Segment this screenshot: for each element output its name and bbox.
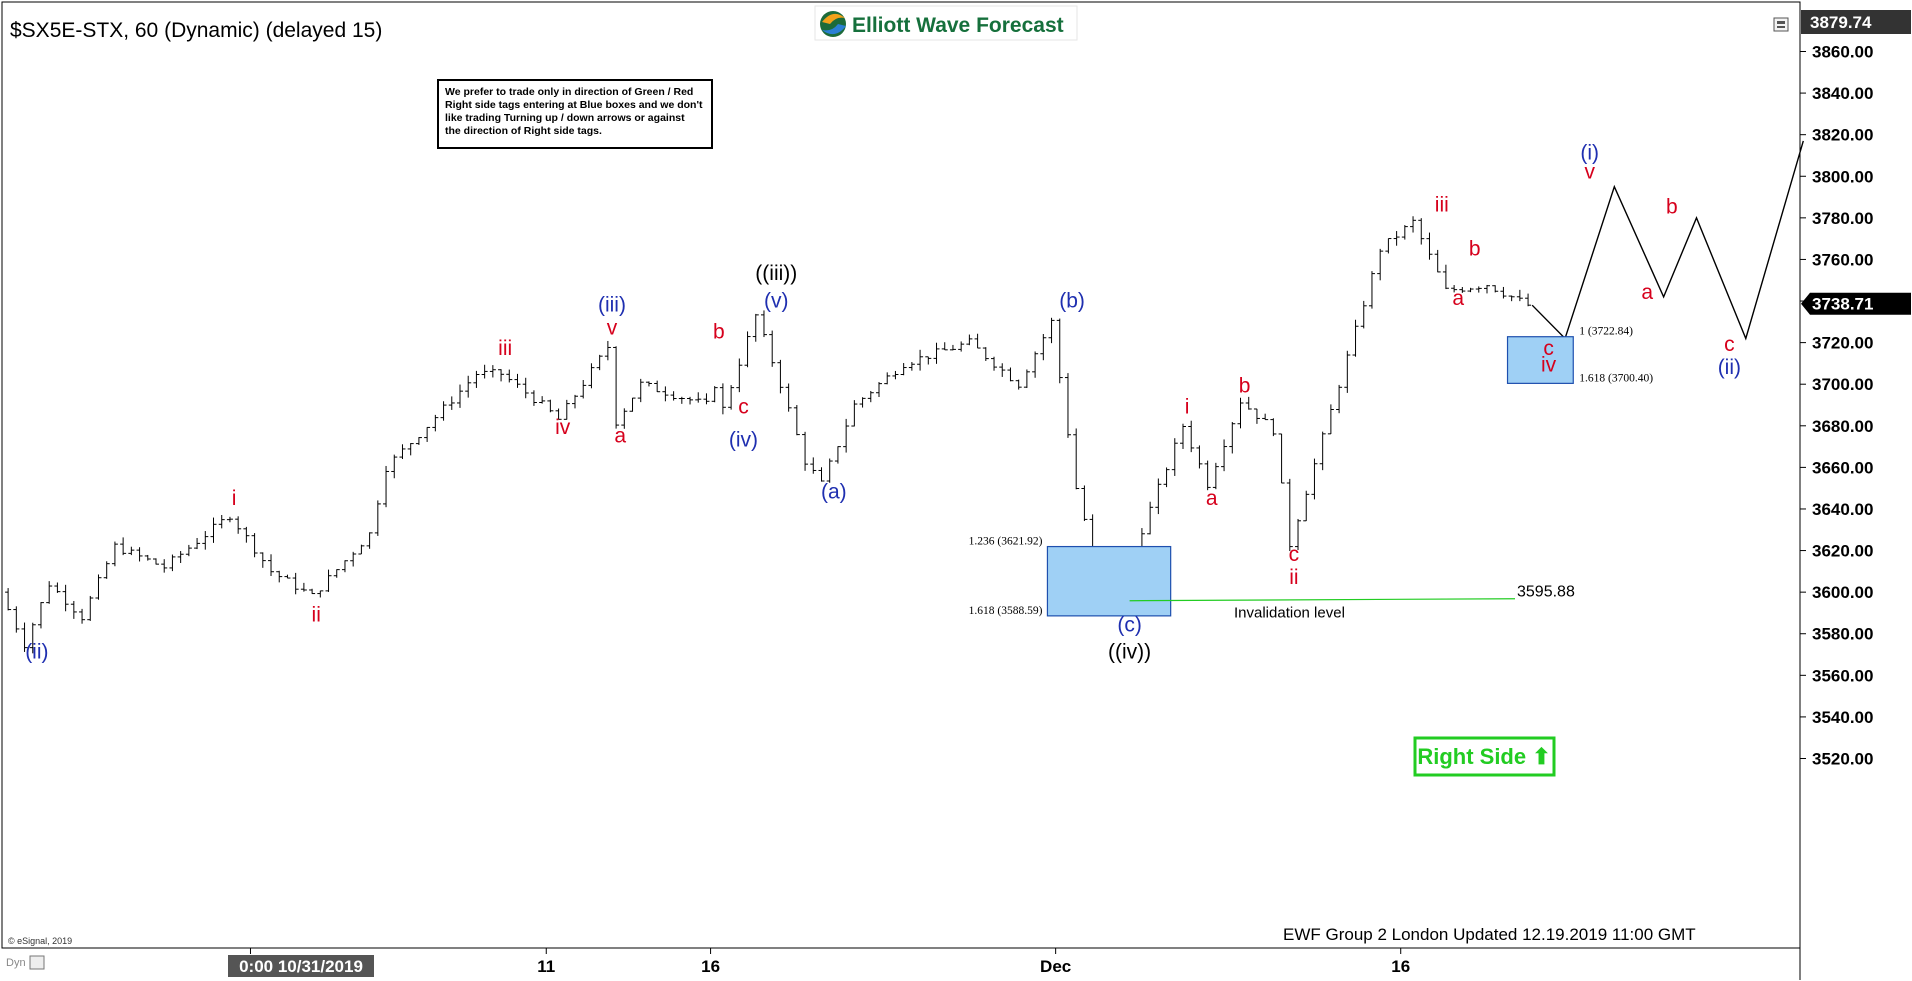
x-tick-label: 11 [537,957,555,976]
wave-label: a [614,424,626,447]
esignal-copyright: © eSignal, 2019 [8,936,72,946]
invalidation-label: Invalidation level [1234,605,1345,622]
wave-label: (iii) [598,293,626,316]
blue-box [1046,545,1172,617]
box-fib-label: 1.618 (3700.40) [1579,372,1653,384]
dyn-toggle[interactable]: Dyn [6,955,45,970]
wave-label: ii [312,603,321,626]
y-tick-label: 3760.00 [1812,250,1873,269]
right-side-tag [1413,736,1556,777]
time-axis: 0:00 10/31/2019 11 16 Dec 16 [228,948,1410,977]
blue-box [1506,336,1574,384]
wave-label: (c) [1117,614,1142,637]
note-line: We prefer to trade only in direction of … [445,86,693,98]
wave-label: (ii) [1718,356,1741,379]
wave-label: v [1584,160,1595,183]
last-price-box [1801,292,1911,315]
y-tick-label: 3560.00 [1812,666,1873,685]
last-price-label: 3738.71 [1812,295,1873,314]
wave-label: b [713,320,725,343]
y-tick-label: 3580.00 [1812,625,1873,644]
price-axis: 3520.00 3540.00 3560.00 3580.00 3600.00 3620.… [1800,10,1911,769]
wave-label: a [1206,487,1218,510]
y-tick-label: 3700.00 [1812,375,1873,394]
wave-label: c [1289,543,1300,566]
box-fib-label: 1.618 (3588.59) [969,605,1043,617]
wave-label: c [738,395,749,418]
note-line: like trading Turning up / down arrows or… [445,112,685,124]
wave-label: ii [1289,566,1298,589]
y-tick-label: 3620.00 [1812,542,1873,561]
y-tick-label: 3860.00 [1812,43,1873,62]
brand-name: Elliott Wave Forecast [852,14,1064,37]
wave-label: v [607,316,618,339]
wave-label: c [1543,337,1554,360]
wave-label: (iv) [729,429,758,452]
wave-label: i [1185,395,1190,418]
x-tick-label: 16 [701,957,720,976]
top-price-box [1801,10,1911,34]
trading-note-box: We prefer to trade only in direction of … [437,79,713,149]
x-highlight-box [228,955,374,977]
x-tick-label: 0:00 10/31/2019 [239,957,363,976]
wave-label: b [1239,375,1251,398]
wave-label: b [1666,196,1678,219]
wave-label: ((iii)) [755,262,797,285]
wave-label: (i) [1580,142,1599,165]
top-price-label: 3879.74 [1810,13,1872,32]
y-tick-label: 3820.00 [1812,126,1873,145]
wave-label: iv [555,416,571,439]
y-tick-label: 3680.00 [1812,417,1873,436]
y-tick-label: 3840.00 [1812,84,1873,103]
wave-labels: (ii)iiiiiiiv(iii)vabc(iv)((iii))(v)(a)(b… [25,142,1741,664]
y-tick-label: 3540.00 [1812,708,1873,727]
minimize-window-icon[interactable] [1773,17,1789,32]
wave-label: iii [498,337,512,360]
wave-label: (a) [821,481,847,504]
note-line: Right side tags entering at Blue boxes a… [445,99,703,111]
invalidation-line [1129,598,1516,602]
box-fib-label: 1 (3722.84) [1579,326,1633,338]
x-tick-label: 16 [1391,957,1410,976]
brand-logo: Elliott Wave Forecast [814,5,1078,41]
note-line: the direction of Right side tags. [445,125,602,137]
symbol-title: $SX5E-STX, 60 (Dynamic) (delayed 15) [10,19,382,42]
y-tick-label: 3780.00 [1812,209,1873,228]
y-tick-label: 3520.00 [1812,750,1873,769]
wave-label: a [1641,281,1653,304]
y-tick-label: 3660.00 [1812,458,1873,477]
y-tick-label: 3800.00 [1812,167,1873,186]
y-tick-label: 3600.00 [1812,583,1873,602]
blue-boxes: 1.236 (3621.92) 1.618 (3588.59) 1 (3722.84… [969,326,1653,777]
wave-label: i [232,487,237,510]
wave-label: iii [1435,194,1449,217]
wave-label: iv [1541,354,1557,377]
wave-label: (ii) [25,641,48,664]
dyn-label: Dyn [6,957,26,969]
box-fib-label: 1.236 (3621.92) [969,536,1043,548]
y-tick-label: 3720.00 [1812,334,1873,353]
updated-stamp: EWF Group 2 London Updated 12.19.2019 11… [1283,925,1696,944]
wave-label: (v) [764,289,789,312]
right-side-label: Right Side ⬆ [1417,744,1550,769]
wave-label: b [1469,237,1481,260]
invalidation-value: 3595.88 [1517,584,1575,601]
wave-label: c [1724,333,1735,356]
wave-label: (b) [1059,289,1085,312]
wave-label: ((iv)) [1108,641,1151,664]
y-tick-label: 3640.00 [1812,500,1873,519]
dyn-icon [29,955,45,970]
x-tick-label: Dec [1040,957,1071,976]
wave-label: a [1452,287,1464,310]
